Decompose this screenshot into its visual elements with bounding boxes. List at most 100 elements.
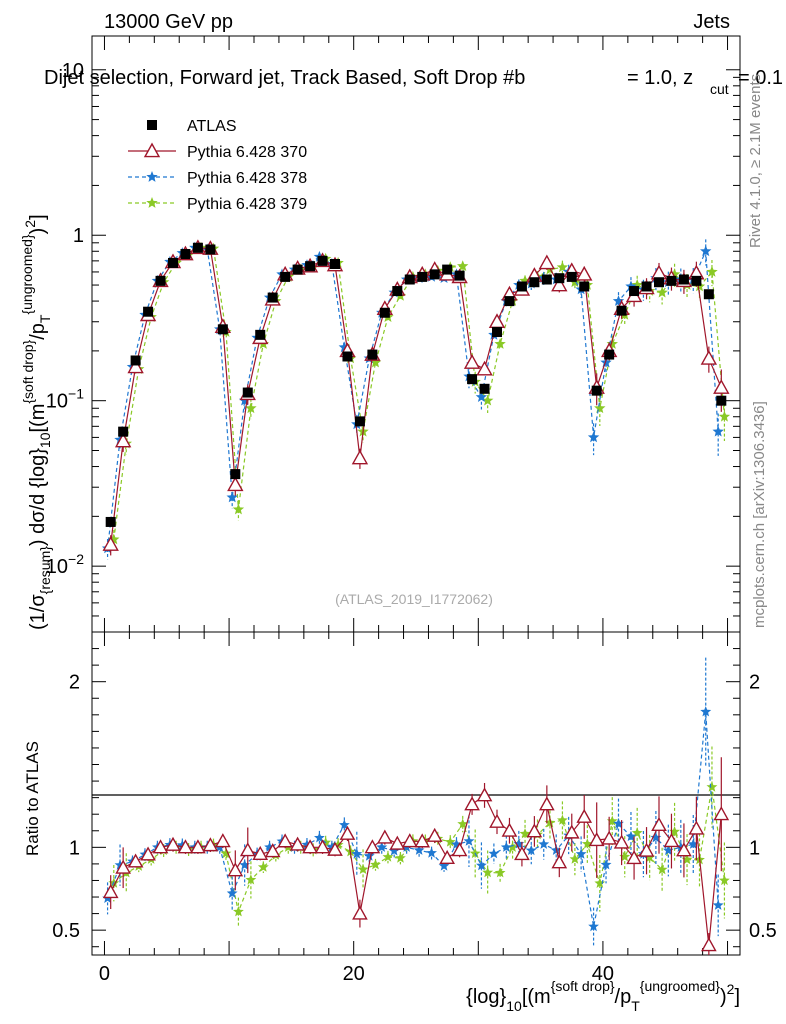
ratio-point [301,839,313,850]
data-point [700,350,718,365]
ratio-point [476,859,487,871]
ratio-series [102,657,730,955]
data-point [118,426,129,437]
data-point [226,491,238,503]
data-point [230,469,241,480]
ratio-point [239,859,251,870]
data-point [504,296,515,307]
ratio-point [681,853,693,865]
ratio-point [687,838,699,849]
energy-label: 13000 GeV pp [104,11,233,33]
data-point [143,306,154,317]
ratio-point [719,874,730,886]
data-point [330,259,340,270]
ratio-point [619,851,631,862]
legend-marker-pythia-379 [128,197,176,208]
data-point [354,416,365,427]
ratio-point [457,818,469,829]
ratio-point [302,839,318,854]
legend-marker-symbol [146,197,158,208]
data-point [205,244,216,255]
ratio-point [314,839,331,854]
ratio-point [277,833,293,848]
data-point [305,261,316,272]
ratio-point [557,814,568,825]
ratio-point [227,862,244,877]
ratio-point [464,796,480,811]
x-tick-label-20: 20 [343,963,365,985]
ratio-point [712,899,724,910]
data-point [342,351,353,362]
data-point [654,277,664,288]
ratio-point [327,841,343,856]
ratio-point [332,839,344,850]
data-point [625,280,637,292]
ratio-point [663,832,680,848]
data-point [616,305,627,316]
data-point [180,249,191,260]
ratio-point [700,706,712,717]
data-point [554,273,565,284]
y-tick-label-10: 10 [62,60,84,82]
legend-marker-pythia-378 [128,171,176,182]
ratio-point [257,861,269,872]
data-point [488,313,506,329]
ratio-point [588,832,605,847]
ratio-point [426,827,443,842]
data-point [693,280,706,292]
data-point [463,354,481,369]
ratio-point [377,829,393,844]
data-point [292,264,303,275]
data-point [232,503,245,515]
ratio-point [575,848,587,859]
ratio-point [414,833,431,848]
ratio-tick-label-left-2: 2 [69,672,80,694]
ratio-point [656,863,668,875]
ratio-tick-labels: 0.5 1 2 0.5 1 2 [52,672,777,942]
ratio-point [220,847,232,859]
ratio-point [376,841,388,852]
ratio-point [706,781,718,792]
data-point [454,270,465,281]
ratio-point [352,905,368,920]
data-point [442,264,453,275]
ratio-point [625,830,637,842]
ratio-point [482,866,494,878]
ratio-point [451,842,468,857]
ratio-tick-label-left-1: 1 [69,837,80,859]
ratio-point [102,884,119,899]
data-point [541,274,552,285]
legend: ATLAS Pythia 6.428 370 Pythia 6.428 378 … [128,118,307,213]
ratio-point [363,850,375,861]
legend-label-atlas: ATLAS [187,118,237,135]
ratio-point [613,834,630,849]
x-tick-labels: 0 20 40 [99,963,614,985]
data-point [604,349,615,360]
ratio-point [202,837,219,852]
ratio-point [525,844,537,856]
legend-marker-symbol [147,120,157,130]
ratio-point [165,836,181,851]
data-point [706,265,718,277]
legend-marker-pythia-370 [128,142,176,158]
data-point [417,271,428,282]
data-point [668,268,681,280]
ratio-point [438,860,450,871]
ratio-point [395,852,406,863]
ratio-point [594,877,606,888]
data-point [612,295,625,306]
ratio-tick-label-right-0.5: 0.5 [749,920,777,942]
data-point [579,281,590,292]
data-point [475,391,488,402]
data-point [656,286,668,298]
ratio-point [426,847,437,858]
ratio-point [551,854,568,869]
legend-marker-symbol [143,142,161,158]
data-point [666,275,677,286]
data-point [317,255,328,266]
ratio-point [326,841,338,852]
ratio-axis-label: Ratio to ATLAS [23,741,42,856]
ratio-point [688,820,705,835]
data-point [367,349,378,360]
ratio-point [339,825,356,840]
